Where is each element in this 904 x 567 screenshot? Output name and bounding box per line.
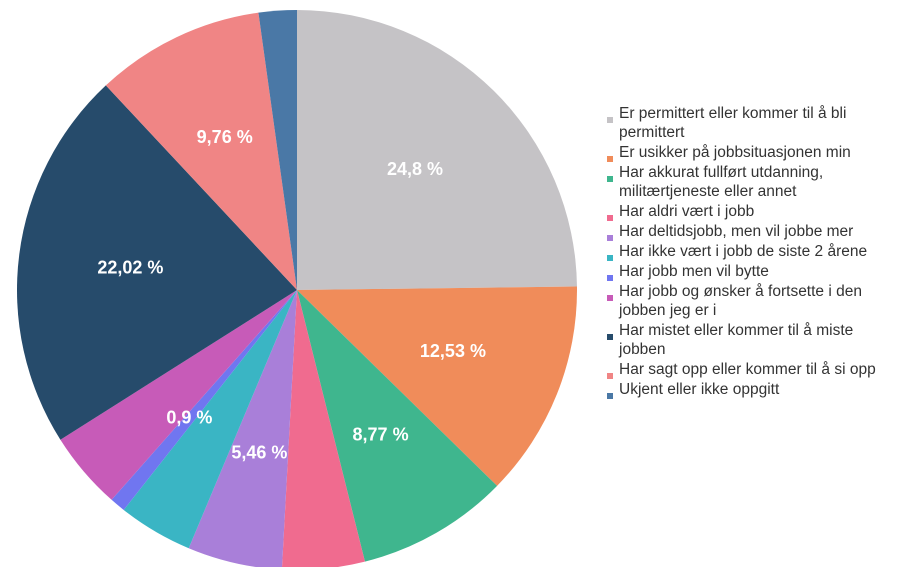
pie-slice [16,85,298,440]
legend-swatch [607,215,613,221]
legend-swatch [607,373,613,379]
legend-label: Har mistet eller kommer til å miste jobb… [619,322,854,358]
legend-item[interactable]: Har jobb men vil bytte [607,262,902,281]
pie-slice [111,290,297,510]
legend-swatch [607,275,613,281]
pie-slice [282,290,365,567]
legend-item[interactable]: Har sagt opp eller kommer til å si opp [607,360,902,379]
legend-label: Har akkurat fullført utdanning, militært… [619,164,824,200]
slice-label: 5,46 % [231,442,287,462]
legend-swatch [607,393,613,399]
legend-item[interactable]: Har aldri vært i jobb [607,202,902,221]
legend: Er permittert eller kommer til å bli per… [607,104,902,400]
pie-slice [297,290,498,562]
slice-label: 0,9 % [166,408,212,428]
legend-item[interactable]: Har jobb og ønsker å fortsette i den job… [607,282,902,320]
pie-slice [60,290,297,500]
slice-label: 22,02 % [97,257,163,277]
legend-label: Har aldri vært i jobb [619,203,755,220]
pie: 24,8 % 12,53 % 8,77 % 5,46 % 0,9 % 22,02 % 9,7… [16,10,577,567]
legend-item[interactable]: Har mistet eller kommer til å miste jobb… [607,321,902,359]
pie-slice [258,10,297,290]
legend-label: Er permittert eller kommer til å bli per… [619,105,847,141]
legend-label: Ukjent eller ikke oppgitt [619,381,780,398]
legend-item[interactable]: Har ikke vært i jobb de siste 2 årene [607,242,902,261]
legend-label: Har ikke vært i jobb de siste 2 årene [619,243,868,260]
legend-label: Har jobb men vil bytte [619,263,769,280]
legend-item[interactable]: Har akkurat fullført utdanning, militært… [607,163,902,201]
slice-label: 12,53 % [420,341,486,361]
pie-slice [188,290,297,567]
pie-slice [297,286,577,486]
legend-swatch [607,176,613,182]
legend-label: Har jobb og ønsker å fortsette i den job… [619,283,862,319]
legend-swatch [607,334,613,340]
slice-label: 9,76 % [197,127,253,147]
slice-label: 24,8 % [387,159,443,179]
legend-item[interactable]: Er permittert eller kommer til å bli per… [607,104,902,142]
legend-item[interactable]: Har deltidsjobb, men vil jobbe mer [607,222,902,241]
slice-label: 8,77 % [353,424,409,444]
pie-slice [297,10,577,290]
pie-slice [105,12,298,290]
legend-label: Er usikker på jobbsituasjonen min [619,144,851,161]
legend-item[interactable]: Ukjent eller ikke oppgitt [607,380,902,399]
legend-swatch [607,295,613,301]
legend-swatch [607,235,613,241]
legend-label: Har sagt opp eller kommer til å si opp [619,361,876,378]
legend-swatch [607,156,613,162]
legend-item[interactable]: Er usikker på jobbsituasjonen min [607,143,902,162]
legend-swatch [607,117,613,123]
pie-slice [123,290,298,549]
legend-swatch [607,255,613,261]
legend-label: Har deltidsjobb, men vil jobbe mer [619,223,854,240]
